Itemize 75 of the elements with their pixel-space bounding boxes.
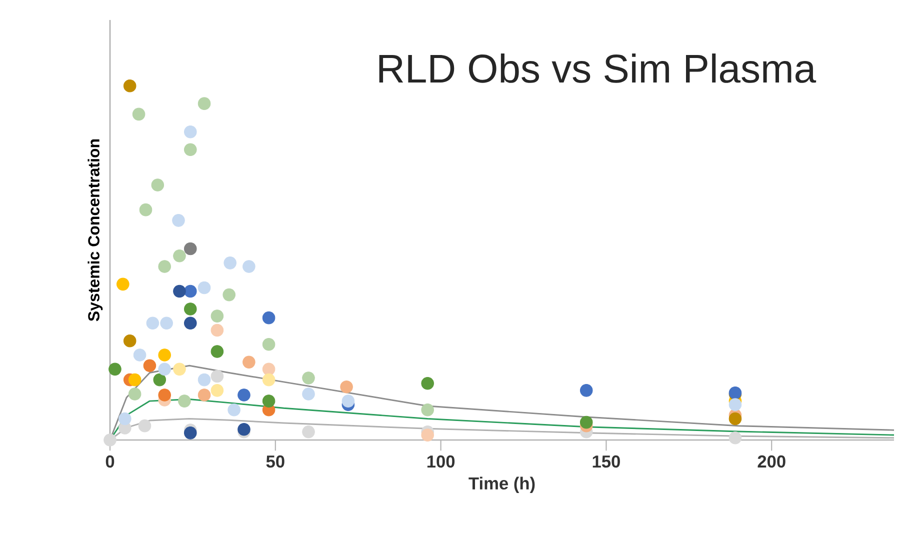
point — [184, 242, 197, 256]
point — [173, 249, 186, 262]
x-tick-label: 100 — [427, 455, 455, 468]
point — [421, 403, 434, 416]
point — [184, 302, 197, 316]
chart-title: RLD Obs vs Sim Plasma — [379, 54, 816, 83]
y-axis-title: Systemic Concentration — [88, 139, 103, 322]
point — [104, 434, 116, 446]
point — [421, 428, 434, 442]
point — [184, 143, 197, 156]
point — [262, 362, 276, 376]
point — [302, 388, 315, 400]
point — [340, 380, 353, 394]
x-tick-label: 200 — [758, 455, 786, 468]
point — [302, 372, 315, 384]
point — [158, 348, 171, 362]
point — [128, 373, 142, 386]
point — [158, 388, 171, 402]
point — [210, 324, 224, 337]
point — [580, 416, 593, 429]
point — [184, 316, 197, 330]
point — [262, 338, 276, 351]
point — [728, 412, 742, 426]
point — [198, 281, 211, 294]
point — [158, 362, 171, 376]
point — [184, 284, 197, 298]
point — [222, 288, 236, 302]
point — [421, 376, 434, 390]
point — [580, 384, 593, 397]
point — [210, 384, 224, 397]
point — [160, 316, 173, 330]
x-tick-label: 150 — [592, 455, 620, 468]
point — [210, 310, 224, 322]
point — [153, 373, 166, 386]
point — [238, 422, 250, 436]
point — [262, 373, 276, 386]
point — [210, 370, 224, 383]
point — [210, 345, 224, 358]
point — [238, 388, 250, 402]
point — [224, 256, 236, 270]
point — [184, 426, 197, 440]
point — [302, 425, 315, 438]
point — [139, 203, 152, 216]
point — [262, 311, 276, 324]
point — [173, 284, 186, 298]
point — [262, 394, 276, 408]
point — [143, 359, 156, 372]
point — [198, 373, 211, 386]
point — [133, 348, 146, 362]
point — [184, 126, 197, 138]
point — [118, 412, 132, 426]
point — [146, 316, 160, 330]
point — [151, 178, 164, 192]
point — [242, 356, 256, 368]
point — [123, 79, 136, 92]
point — [173, 362, 186, 376]
point — [158, 260, 171, 273]
x-tick-label: 0 — [106, 455, 114, 468]
x-tick-label: 50 — [266, 455, 284, 468]
point — [108, 362, 122, 376]
x-axis-title: Time (h) — [468, 476, 535, 493]
point — [728, 398, 742, 411]
point — [172, 214, 185, 227]
point — [198, 388, 211, 402]
point — [123, 334, 136, 348]
point — [242, 260, 256, 273]
point — [116, 278, 130, 291]
point — [198, 97, 211, 110]
point — [128, 388, 142, 400]
point — [178, 394, 191, 408]
point — [228, 403, 240, 416]
point — [342, 394, 355, 408]
point — [138, 419, 152, 432]
point — [132, 108, 146, 121]
point — [728, 431, 742, 444]
